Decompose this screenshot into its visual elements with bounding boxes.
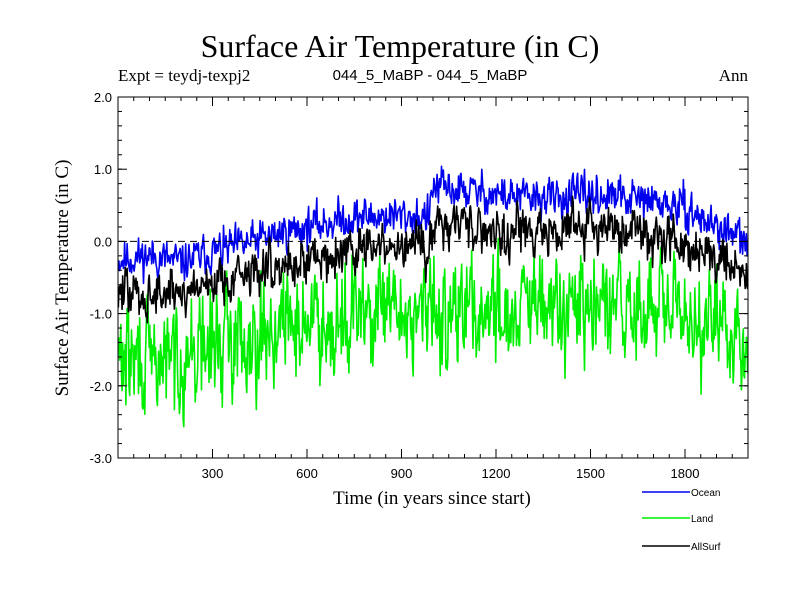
y-tick-label: -1.0: [90, 307, 112, 322]
season-label: Ann: [718, 66, 748, 85]
y-tick-label: 2.0: [94, 90, 112, 105]
x-axis-title: Time (in years since start): [333, 488, 531, 509]
x-tick-label: 900: [391, 466, 413, 481]
x-tick-label: 600: [296, 466, 318, 481]
y-tick-label: 1.0: [94, 162, 112, 177]
y-tick-label: -2.0: [90, 379, 112, 394]
legend-label-allsurf: AllSurf: [691, 542, 721, 553]
series-line-land: [117, 237, 749, 428]
x-tick-label: 300: [202, 466, 224, 481]
series-line-allsurf: [117, 195, 749, 324]
axes-layer: -3.0 -2.0 -1.0 0.0 1.0 2.0 300 600 900 1200 1500 18…: [90, 90, 749, 481]
x-tick-label: 1500: [576, 466, 605, 481]
x-tick-label: 1800: [671, 466, 700, 481]
y-axis-title: Surface Air Temperature (in C): [52, 160, 73, 397]
legend-label-ocean: Ocean: [691, 488, 720, 499]
chart-title: Surface Air Temperature (in C): [200, 28, 600, 64]
series-line-ocean: [117, 165, 749, 285]
x-tick-label: 1200: [482, 466, 511, 481]
y-tick-label: -3.0: [90, 451, 112, 466]
legend-label-land: Land: [691, 514, 713, 525]
legend: Ocean Land AllSurf: [642, 488, 721, 553]
y-tick-label: 0.0: [94, 234, 112, 249]
period-label: 044_5_MaBP - 044_5_MaBP: [332, 67, 528, 84]
series-layer: [117, 165, 749, 428]
experiment-label: Expt = teydj-texpj2: [118, 66, 251, 85]
